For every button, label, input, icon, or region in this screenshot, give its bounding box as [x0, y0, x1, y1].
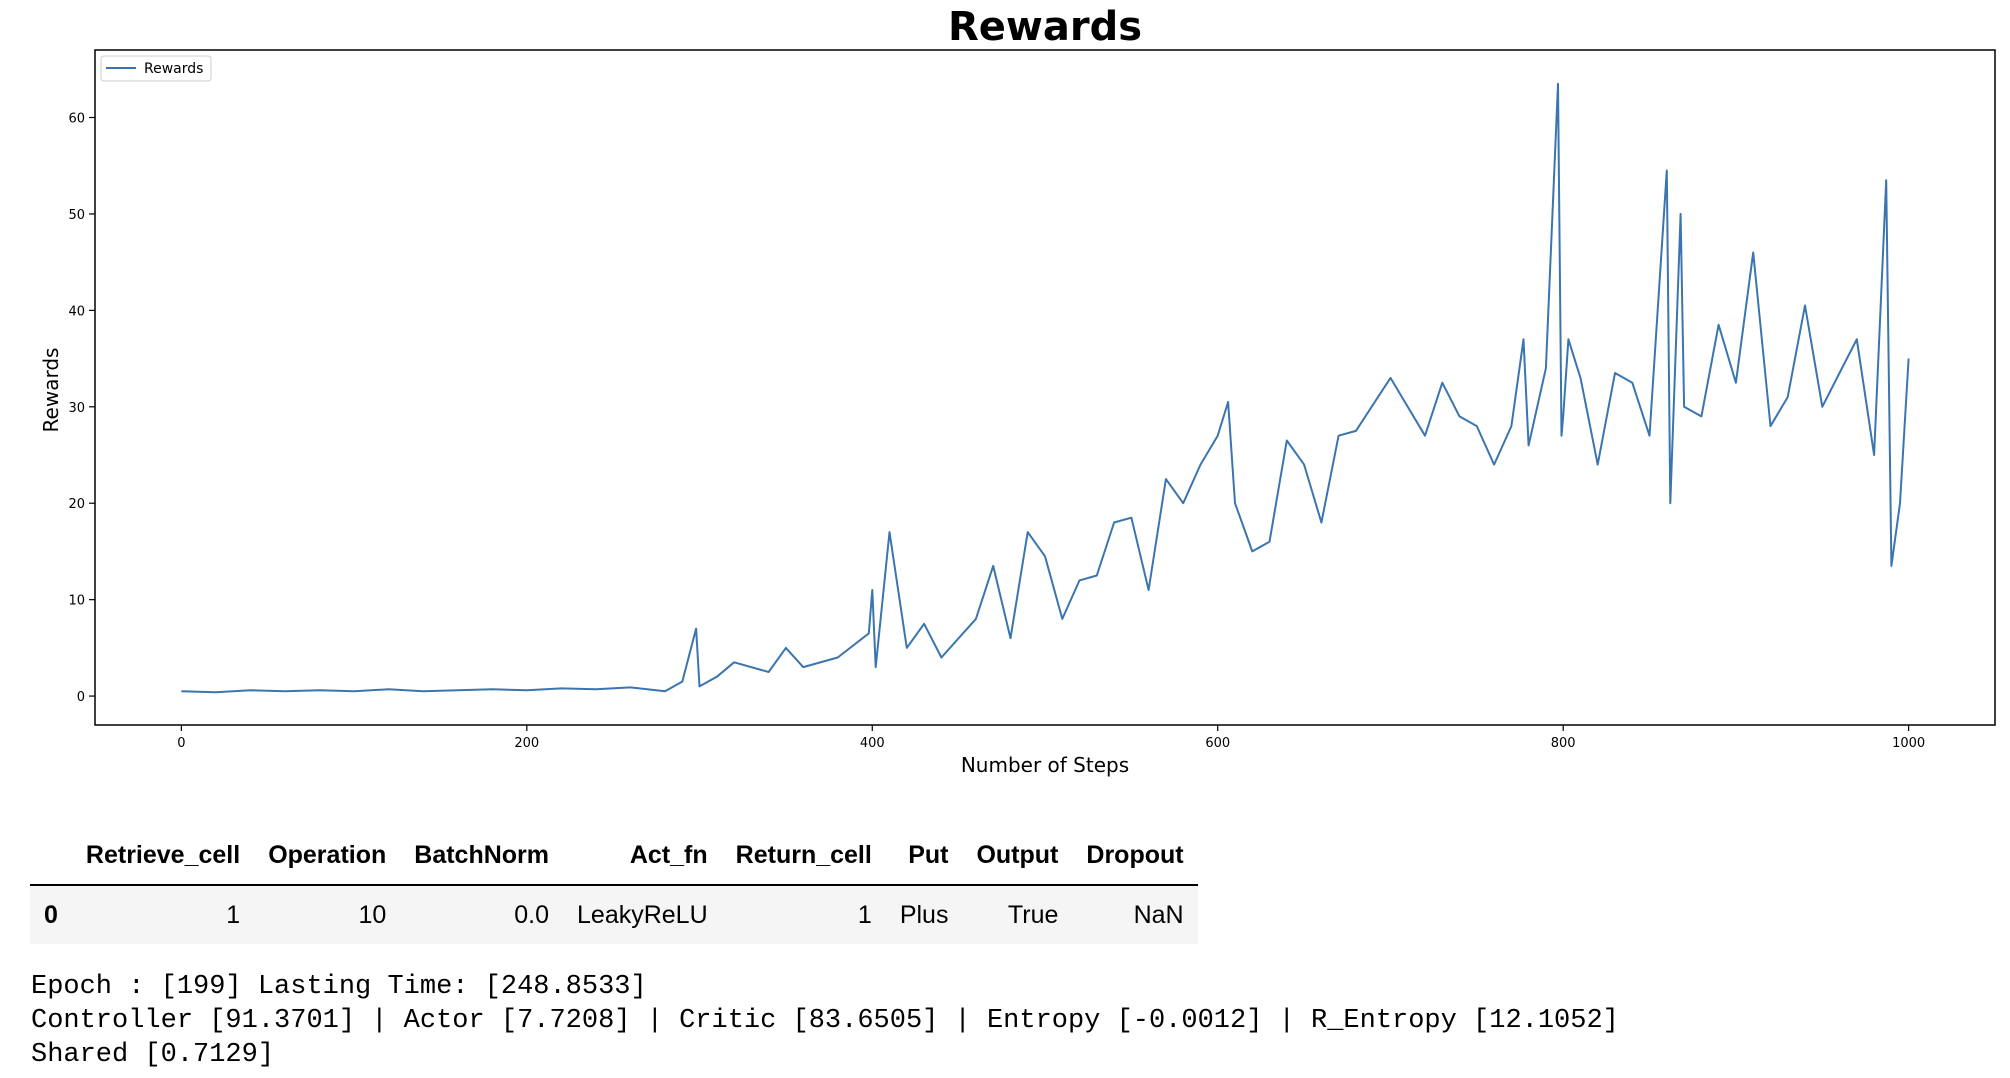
legend-box: [100, 55, 212, 82]
chart-title: Rewards: [948, 4, 1142, 50]
x-axis-ticks: 0 200 400 600 800 1000: [177, 725, 1925, 751]
table-header-row: Retrieve_cell Operation BatchNorm Act_fn…: [30, 828, 1198, 886]
y-tick-label: 40: [68, 304, 85, 319]
table-header-output: Output: [962, 828, 1073, 886]
table-header-act-fn: Act_fn: [563, 828, 722, 886]
cell-retrieve-cell: 1: [71, 885, 255, 944]
x-tick-label: 800: [1551, 736, 1576, 751]
cell-operation: 10: [254, 885, 401, 944]
cell-put: Plus: [885, 885, 963, 944]
row-index: 0: [30, 885, 72, 944]
y-tick-label: 10: [68, 594, 85, 609]
table-header-put: Put: [885, 828, 963, 886]
table-header-index: [30, 828, 72, 886]
table-row: 0 1 10 0.0 LeakyReLU 1 Plus True NaN: [30, 885, 1198, 944]
x-tick-label: 0: [177, 736, 185, 751]
x-tick-label: 1000: [1892, 736, 1925, 751]
y-tick-label: 30: [68, 401, 85, 416]
table-header-operation: Operation: [254, 828, 401, 886]
log-line-losses: Controller [91.3701] | Actor [7.7208] | …: [31, 1006, 1619, 1036]
plot-area: [94, 49, 1996, 726]
y-tick-label: 0: [77, 690, 85, 705]
y-axis-label: Rewards: [39, 348, 63, 433]
legend-label: Rewards: [144, 61, 203, 77]
legend: Rewards: [100, 55, 212, 82]
results-table: Retrieve_cell Operation BatchNorm Act_fn…: [30, 828, 1198, 944]
cell-dropout: NaN: [1072, 885, 1198, 944]
cell-batchnorm: 0.0: [400, 885, 564, 944]
x-tick-label: 200: [514, 736, 539, 751]
y-tick-label: 20: [68, 497, 85, 512]
y-tick-label: 60: [68, 112, 85, 127]
log-line-epoch: Epoch : [199] Lasting Time: [248.8533]: [31, 972, 647, 1002]
log-line-shared: Shared [0.7129]: [31, 1040, 275, 1070]
y-tick-label: 50: [68, 208, 85, 223]
rewards-series-line: [181, 82, 1910, 694]
x-tick-label: 400: [860, 736, 885, 751]
cell-act-fn: LeakyReLU: [563, 885, 722, 944]
table-header-retrieve-cell: Retrieve_cell: [71, 828, 255, 886]
cell-return-cell: 1: [721, 885, 886, 944]
table-header-return-cell: Return_cell: [721, 828, 886, 886]
training-log: Epoch : [199] Lasting Time: [248.8533] C…: [31, 970, 1619, 1072]
y-axis-ticks: 0 10 20 30 40 50 60: [68, 112, 95, 705]
table-header-batchnorm: BatchNorm: [400, 828, 564, 886]
x-tick-label: 600: [1205, 736, 1230, 751]
table-header-dropout: Dropout: [1072, 828, 1198, 886]
cell-output: True: [962, 885, 1073, 944]
x-axis-label: Number of Steps: [961, 753, 1129, 777]
